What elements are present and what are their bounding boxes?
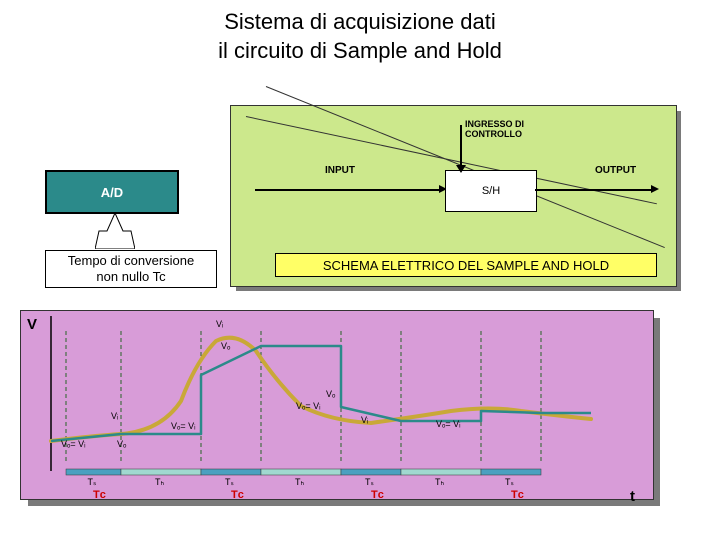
title-line-2: il circuito di Sample and Hold (218, 38, 502, 63)
control-input-label: INGRESSO DI CONTROLLO (465, 120, 524, 140)
segment-label: Tₕ (435, 477, 444, 488)
tc-label: Tᴄ (231, 489, 244, 501)
vo-label: Vₒ (221, 341, 230, 351)
segment-label: Tₛ (505, 477, 514, 488)
input-label: INPUT (325, 165, 355, 176)
segment-label: Tₛ (88, 477, 97, 488)
tc-label: Tᴄ (93, 489, 106, 501)
sh-block: S/H (445, 170, 537, 212)
vi-label: Vᵢ (216, 319, 223, 329)
vo-eq-vi-label: Vₒ= Vᵢ (296, 401, 321, 411)
vo-label: Vₒ (117, 439, 126, 449)
segment-label: Tₕ (295, 477, 304, 488)
control-arrow (460, 125, 462, 170)
tempo-l1: Tempo di conversione (68, 253, 194, 268)
page-title: Sistema di acquisizione dati il circuito… (0, 0, 720, 65)
input-arrow (255, 189, 443, 191)
t-axis-label: t (630, 488, 635, 505)
vi-label: Vᵢ (361, 415, 368, 425)
vi-label: Vᵢ (111, 411, 118, 421)
tempo-box: Tempo di conversionenon nullo Tc (45, 250, 217, 288)
vo-eq-vi-label: Vₒ= Vᵢ (61, 439, 86, 449)
sh-label: S/H (482, 185, 500, 197)
output-label: OUTPUT (595, 165, 636, 176)
tc-label: Tᴄ (371, 489, 384, 501)
ad-block: A/D (45, 170, 179, 214)
segment-label: Tₛ (225, 477, 234, 488)
title-line-1: Sistema di acquisizione dati (224, 9, 495, 34)
schema-caption: SCHEMA ELETTRICO DEL SAMPLE AND HOLD (275, 253, 657, 277)
vo-eq-vi-label: Vₒ= Vᵢ (436, 419, 461, 429)
segment-label: Tₕ (155, 477, 164, 488)
tc-label: Tᴄ (511, 489, 524, 501)
vo-label: Vₒ (326, 389, 335, 399)
tempo-l2: non nullo Tc (96, 269, 165, 284)
ad-label: A/D (101, 185, 123, 200)
waveform-panel: V TₛTₕTₛTₕTₛTₕTₛTᴄTᴄTᴄTᴄVᵢVₒVᵢVₒ= VᵢVₒVₒ… (20, 310, 670, 520)
waveform-svg (21, 311, 653, 499)
output-arrow (535, 189, 655, 191)
segment-label: Tₛ (365, 477, 374, 488)
block-diagram: A/D Tempo di conversionenon nullo Tc INP… (45, 105, 685, 295)
vo-eq-vi-label: Vₒ= Vᵢ (171, 421, 196, 431)
up-arrow-icon (95, 213, 135, 249)
